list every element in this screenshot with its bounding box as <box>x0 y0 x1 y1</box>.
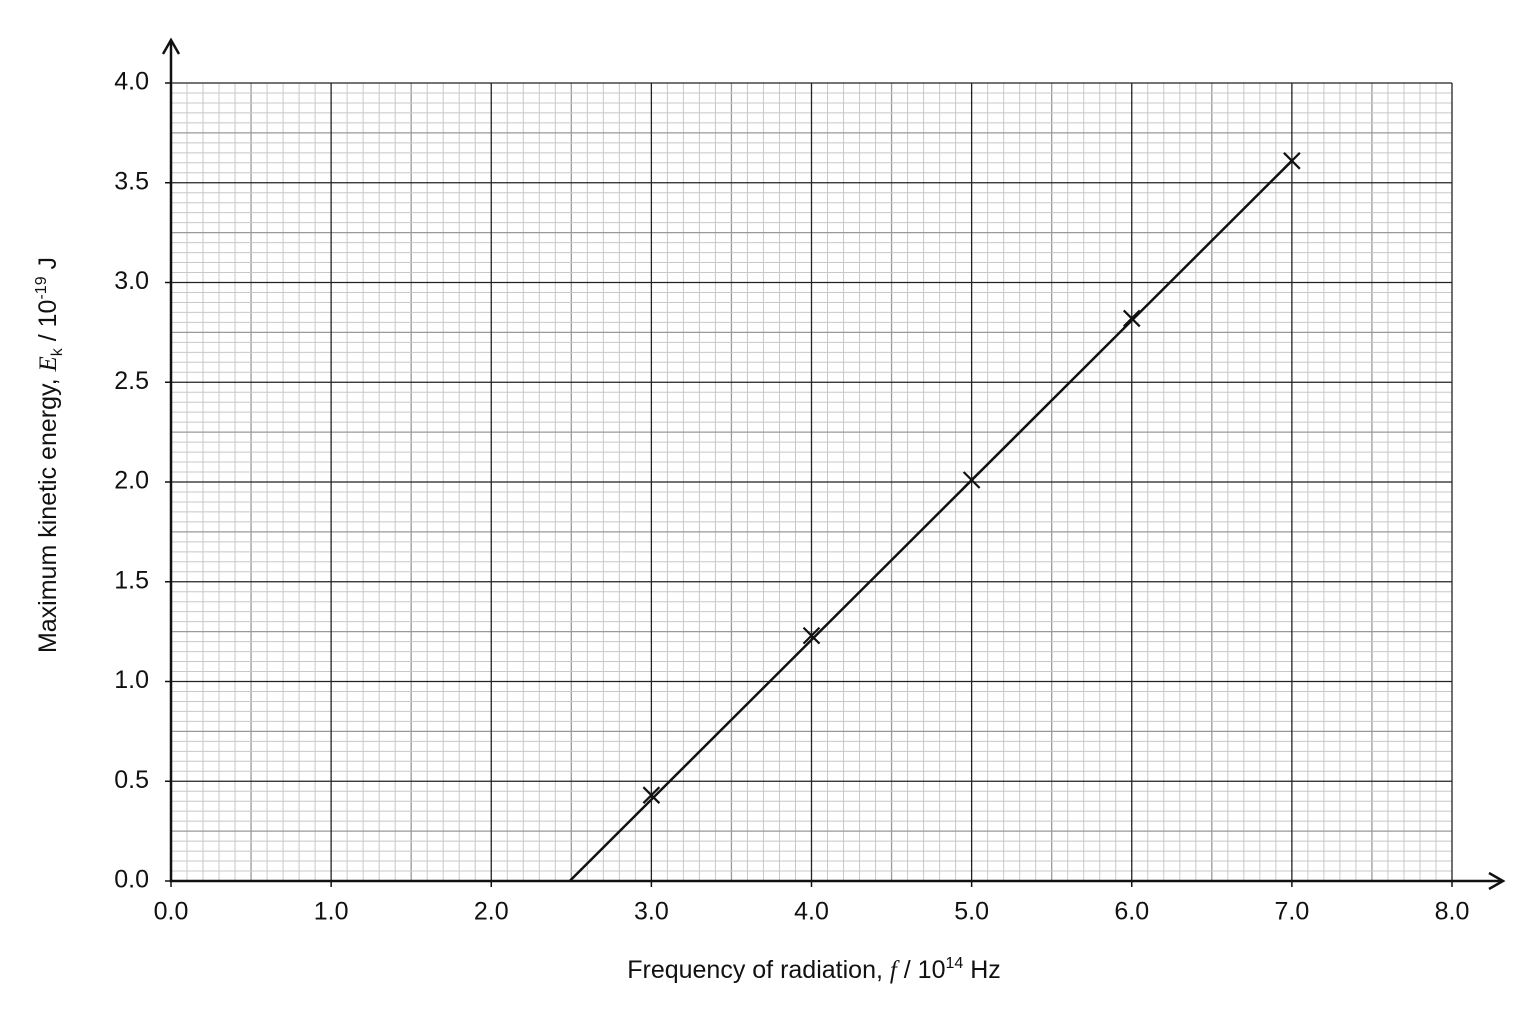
y-tick-label: 2.5 <box>114 367 149 395</box>
y-axis-label: Maximum kinetic energy, Ek / 10-19 J <box>33 257 66 653</box>
y-label-exponent: -19 <box>33 276 50 299</box>
axis-arrows <box>161 37 1506 891</box>
x-tick-label: 1.0 <box>314 898 349 926</box>
data-point <box>642 786 661 804</box>
y-label-symbol: E <box>35 356 62 372</box>
data-point <box>802 626 821 645</box>
best-fit-line <box>568 159 1293 882</box>
y-tick-label: 3.0 <box>114 267 149 295</box>
y-tick-label: 1.0 <box>114 666 149 694</box>
y-tick-label: 3.5 <box>114 167 149 195</box>
y-tick-label: 1.5 <box>114 566 149 594</box>
y-label-subscript: k <box>49 347 66 356</box>
x-axis-label: Frequency of radiation, f / 1014 Hz <box>627 955 1001 984</box>
x-label-exponent: 14 <box>945 955 963 972</box>
x-tick-label: 7.0 <box>1274 898 1309 926</box>
y-tick-label: 2.0 <box>114 467 149 495</box>
y-label-unit: J <box>34 257 62 276</box>
x-label-unit: / 10 <box>897 956 946 984</box>
y-tick-label: 0.0 <box>114 866 149 894</box>
x-tick-label: 3.0 <box>634 898 669 926</box>
y-label-text: Maximum kinetic energy, <box>34 371 62 653</box>
axes <box>169 40 1503 883</box>
x-tick-label: 6.0 <box>1114 898 1149 926</box>
y-label-unit: / 10 <box>34 300 62 349</box>
x-tick-label: 2.0 <box>474 898 509 926</box>
y-tick-label: 4.0 <box>114 68 149 96</box>
y-tick-label: 0.5 <box>114 766 149 794</box>
x-tick-label: 0.0 <box>154 898 189 926</box>
x-tick-label: 8.0 <box>1435 898 1470 926</box>
data-point <box>1283 152 1301 170</box>
x-tick-label: 5.0 <box>954 898 989 926</box>
x-label-unit: Hz <box>963 956 1001 984</box>
data-point <box>962 471 981 489</box>
x-label-text: Frequency of radiation, <box>627 956 890 984</box>
x-tick-label: 4.0 <box>794 898 829 926</box>
data-point <box>1122 309 1141 328</box>
x-label-symbol: f <box>890 957 900 984</box>
